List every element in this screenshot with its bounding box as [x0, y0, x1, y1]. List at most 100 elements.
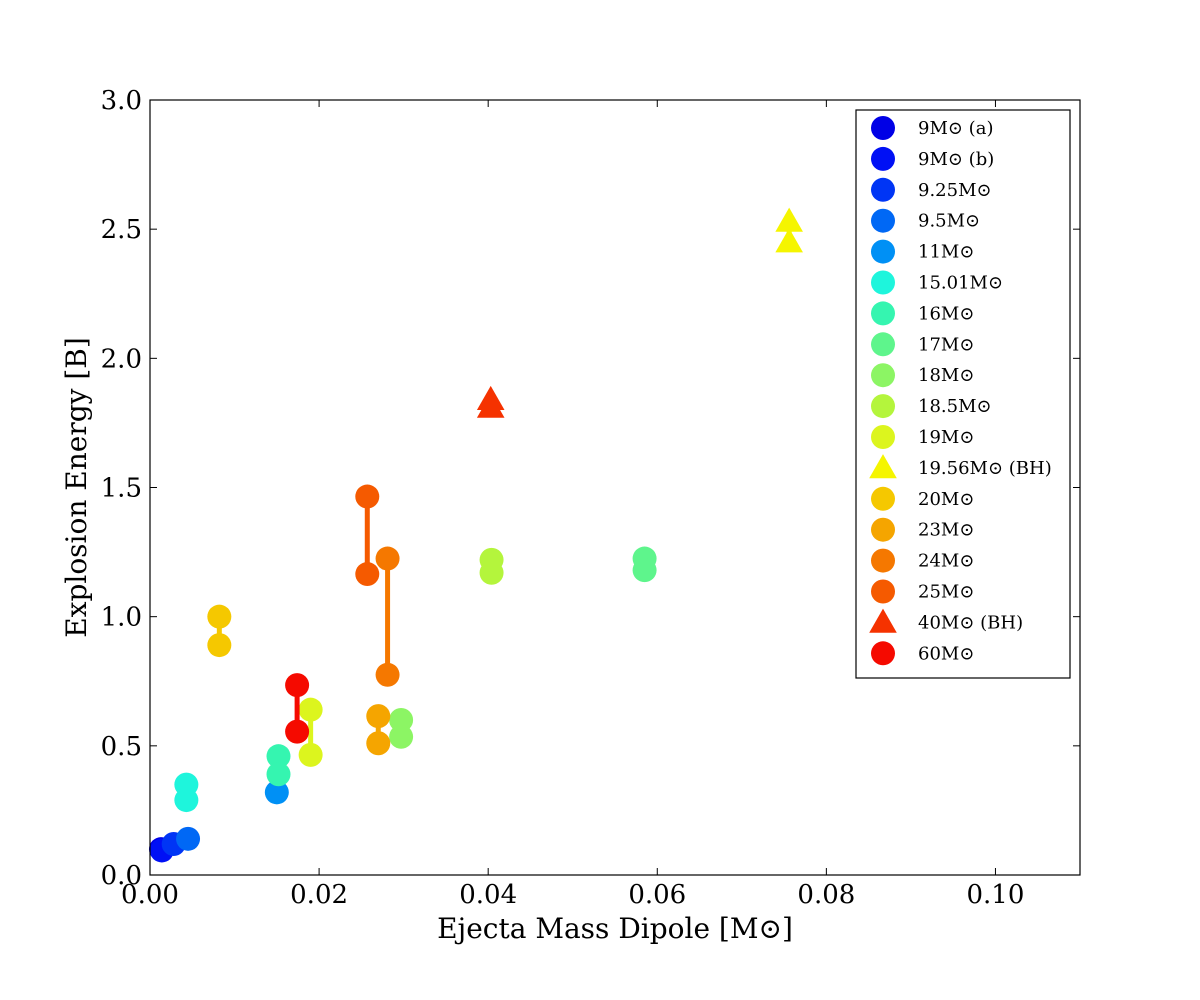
- legend-marker: [871, 177, 895, 202]
- legend-label: 15.01M⊙: [918, 273, 1003, 294]
- data-point: [632, 558, 657, 583]
- series-20m: [207, 604, 232, 658]
- y-tick-label: 0.5: [101, 732, 142, 762]
- series-15.01m: [174, 772, 199, 813]
- legend-item: 9M⊙ (b): [871, 146, 994, 171]
- y-tick-label: 2.5: [101, 215, 142, 245]
- legend: 9M⊙ (a) 9M⊙ (b) 9.25M⊙ 9.5M⊙ 11M⊙ 15.01M⊙ 16M⊙…: [855, 109, 1071, 679]
- legend-item: 9M⊙ (a): [871, 116, 993, 140]
- series-25m: [355, 484, 380, 587]
- series-19.56m-bh: [775, 207, 803, 253]
- data-point: [266, 744, 291, 769]
- series-17m: [632, 546, 657, 583]
- legend-item: 23M⊙: [871, 517, 974, 542]
- data-point: [266, 762, 291, 787]
- data-point: [375, 662, 400, 687]
- legend-label: 18.5M⊙: [918, 396, 992, 417]
- legend-label: 25M⊙: [918, 582, 974, 603]
- series-16m: [266, 744, 291, 787]
- legend-item: 19M⊙: [871, 425, 974, 449]
- data-point-triangle: [775, 228, 803, 253]
- legend-label: 60M⊙: [918, 643, 974, 664]
- legend-marker: [871, 208, 895, 233]
- legend-item: 9.5M⊙: [871, 208, 980, 233]
- legend-item: 16M⊙: [871, 301, 974, 326]
- series-layer: [148, 207, 803, 863]
- legend-label: 9.25M⊙: [918, 180, 992, 201]
- series-18m: [389, 708, 414, 749]
- legend-item: 9.25M⊙: [871, 177, 992, 202]
- x-tick-label: 0.00: [121, 880, 179, 910]
- legend-label: 17M⊙: [918, 334, 974, 355]
- legend-label: 19.56M⊙ (BH): [918, 458, 1052, 479]
- data-point: [174, 788, 199, 813]
- data-point: [207, 604, 232, 629]
- legend-marker: [871, 270, 895, 295]
- data-point-triangle: [476, 393, 505, 418]
- x-tick-label: 0.04: [459, 880, 517, 910]
- legend-marker: [871, 239, 895, 264]
- legend-marker: [871, 486, 895, 511]
- legend-marker: [871, 394, 895, 419]
- data-point: [355, 562, 380, 587]
- series-60m: [285, 673, 310, 744]
- x-tick-label: 0.02: [290, 880, 348, 910]
- series-24m: [375, 546, 400, 687]
- legend-item: 19.56M⊙ (BH): [869, 454, 1052, 479]
- legend-marker: [871, 517, 895, 542]
- legend-item: 15.01M⊙: [871, 270, 1003, 295]
- legend-label: 24M⊙: [918, 551, 974, 572]
- legend-label: 9M⊙ (b): [918, 149, 994, 170]
- legend-label: 9M⊙ (a): [918, 118, 993, 139]
- legend-marker: [871, 116, 895, 140]
- legend-label: 40M⊙ (BH): [918, 612, 1023, 633]
- legend-item: 11M⊙: [871, 239, 974, 264]
- series-40m-bh: [476, 385, 505, 418]
- ticks-layer: 0.00 0.02 0.04 0.06 0.08 0.10 0.0 0.5 1.0 1.5 2.0 2…: [101, 86, 1080, 910]
- legend-marker: [871, 301, 895, 326]
- data-point: [207, 633, 232, 658]
- y-tick-label: 2.0: [101, 344, 142, 374]
- legend-label: 18M⊙: [918, 365, 974, 386]
- legend-marker: [869, 608, 897, 633]
- legend-label: 16M⊙: [918, 303, 974, 324]
- legend-label: 23M⊙: [918, 520, 974, 541]
- series-23m: [366, 704, 391, 756]
- y-tick-label: 0.0: [101, 861, 142, 891]
- y-tick-label: 1.5: [101, 474, 142, 504]
- legend-marker: [871, 641, 895, 666]
- y-tick-label: 1.0: [101, 603, 142, 633]
- data-point: [264, 780, 289, 805]
- x-tick-label: 0.08: [797, 880, 855, 910]
- data-point: [355, 484, 380, 509]
- legend-item: 20M⊙: [871, 486, 974, 511]
- legend-marker: [871, 363, 895, 388]
- legend-item: 18.5M⊙: [871, 394, 992, 419]
- data-point: [366, 704, 391, 729]
- series-18.5m: [479, 547, 504, 585]
- series-9.5m: [176, 826, 201, 851]
- legend-marker: [869, 454, 897, 479]
- series-11m: [264, 780, 289, 805]
- legend-label: 20M⊙: [918, 489, 974, 510]
- legend-item: 25M⊙: [871, 579, 974, 604]
- legend-marker: [871, 425, 895, 449]
- x-tick-label: 0.10: [967, 880, 1025, 910]
- y-axis-label: Explosion Energy [B]: [60, 337, 93, 638]
- legend-marker: [871, 146, 895, 171]
- data-point: [285, 719, 310, 744]
- data-point-triangle: [775, 207, 803, 232]
- data-point: [285, 673, 310, 698]
- legend-item: 17M⊙: [871, 332, 974, 357]
- legend-item: 24M⊙: [871, 548, 974, 573]
- series-19m: [298, 697, 323, 767]
- data-point: [479, 560, 504, 585]
- legend-marker: [871, 579, 895, 604]
- data-point: [389, 708, 414, 732]
- y-tick-label: 3.0: [101, 86, 142, 116]
- legend-marker: [871, 332, 895, 357]
- data-point: [176, 826, 201, 851]
- data-point: [366, 731, 391, 756]
- legend-item: 18M⊙: [871, 363, 974, 388]
